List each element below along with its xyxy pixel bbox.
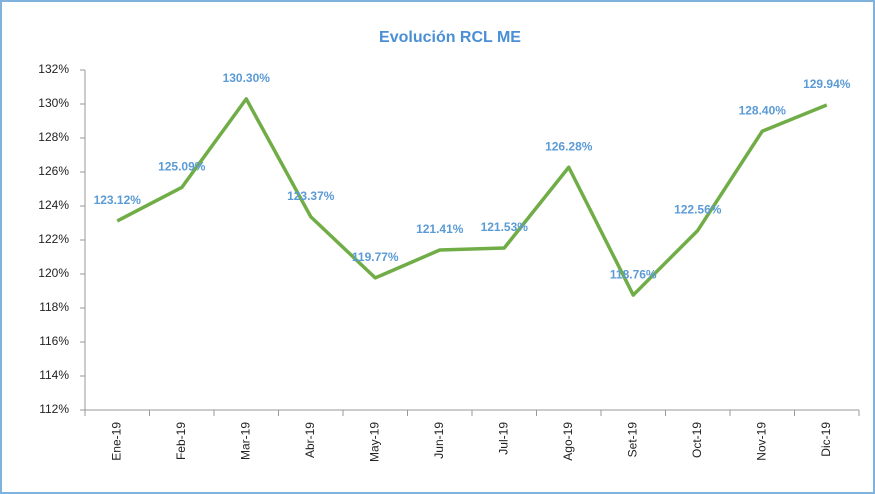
- data-label: 123.12%: [94, 193, 142, 207]
- x-tick-label: Mar-19: [238, 422, 252, 460]
- x-tick-label: Jul-19: [496, 422, 510, 455]
- y-tick-label: 116%: [39, 334, 69, 348]
- y-tick-label: 122%: [38, 232, 69, 246]
- data-label: 121.41%: [416, 222, 464, 236]
- x-tick-label: May-19: [367, 422, 381, 462]
- x-tick-label: Oct-19: [690, 422, 704, 458]
- y-tick-label: 118%: [39, 300, 69, 314]
- x-tick-label: Dic-19: [819, 422, 833, 457]
- data-label: 118.76%: [610, 267, 657, 281]
- data-label: 119.77%: [352, 250, 399, 264]
- x-tick-label: Abr-19: [303, 422, 317, 458]
- x-tick-label: Jun-19: [432, 422, 446, 459]
- line: [116, 97, 828, 297]
- y-tick-label: 132%: [38, 62, 69, 76]
- data-label: 129.94%: [803, 77, 851, 91]
- x-tick-label: Ene-19: [109, 422, 123, 461]
- data-label: 126.28%: [545, 139, 593, 153]
- y-tick-label: 112%: [39, 402, 69, 416]
- x-tick-label: Set-19: [625, 422, 639, 458]
- y-tick-label: 126%: [38, 164, 69, 178]
- y-tick-label: 128%: [38, 130, 69, 144]
- y-tick-label: 130%: [38, 96, 69, 110]
- y-tick-label: 124%: [38, 198, 69, 212]
- data-label: 125.09%: [158, 160, 206, 174]
- x-tick-label: Nov-19: [754, 422, 768, 461]
- x-tick-label: Feb-19: [174, 422, 188, 460]
- y-tick-label: 120%: [38, 266, 69, 280]
- y-tick-label: 114%: [39, 368, 69, 382]
- chart-title: Evolución RCL ME: [379, 29, 521, 46]
- x-tick-label: Ago-19: [561, 422, 575, 461]
- data-label: 121.53%: [481, 220, 529, 234]
- data-label: 128.40%: [739, 103, 787, 117]
- data-label: 130.30%: [223, 71, 271, 85]
- data-label: 122.56%: [674, 203, 722, 217]
- data-label: 123.37%: [287, 189, 335, 203]
